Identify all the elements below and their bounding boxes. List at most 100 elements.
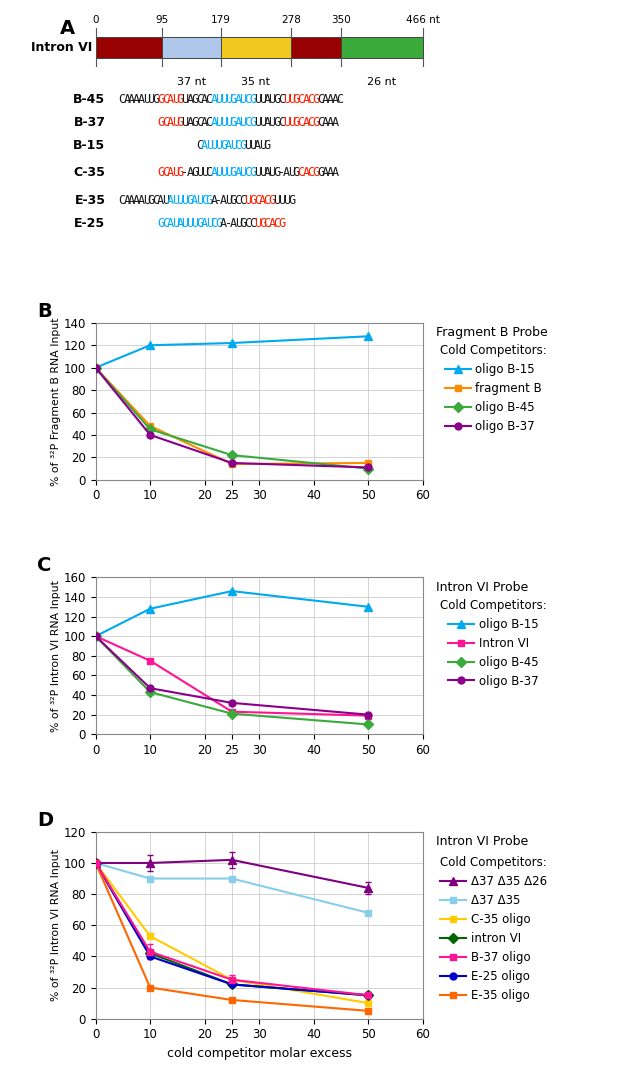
Text: U: U [288,117,295,129]
Text: A: A [186,167,193,180]
Text: G: G [249,194,256,207]
Text: Fragment B Probe: Fragment B Probe [436,326,548,339]
Text: G: G [157,117,164,129]
Text: A: A [220,194,227,207]
Text: U: U [268,93,276,106]
Bar [96,37,423,58]
Text: A: A [201,93,208,106]
Text: U: U [283,117,290,129]
Text: U: U [215,139,223,152]
Text: U: U [172,117,179,129]
Text: C: C [244,117,252,129]
Legend: Δ37 Δ35 Δ26, Δ37 Δ35, C-35 oligo, intron VI, B-37 oligo, E-25 oligo, E-35 oligo: Δ37 Δ35 Δ26, Δ37 Δ35, C-35 oligo, intron… [440,856,547,1002]
Text: C: C [37,556,51,576]
Text: A: A [167,117,174,129]
Text: E-25: E-25 [74,216,106,230]
Text: G: G [259,216,266,230]
Text: A: A [186,93,193,106]
Text: A: A [128,194,135,207]
Text: C: C [201,194,208,207]
Text: C: C [244,216,252,230]
Text: C: C [297,93,305,106]
Text: G: G [312,117,319,129]
Text: A: A [210,167,218,180]
Text: D: D [37,811,53,829]
Text: A: A [201,216,208,230]
Text: U: U [191,216,198,230]
Text: A: A [60,19,75,39]
Text: G: G [152,93,160,106]
Text: G: G [273,167,281,180]
Text: G: G [157,93,164,106]
Text: A: A [186,117,193,129]
Text: U: U [254,117,261,129]
Text: U: U [249,139,256,152]
Text: C: C [205,117,213,129]
Text: 35 nt: 35 nt [241,77,270,87]
Text: A: A [331,117,339,129]
Text: Intron VI: Intron VI [31,41,93,54]
Text: A: A [176,216,184,230]
Text: B-37: B-37 [73,117,106,129]
Text: C: C [239,194,247,207]
Text: U: U [259,117,266,129]
Text: A: A [302,93,310,106]
Text: G: G [157,167,164,180]
Text: G: G [186,194,193,207]
Text: G: G [292,117,300,129]
Text: U: U [162,194,169,207]
Text: -: - [181,167,189,180]
Text: A: A [331,167,339,180]
Text: 26 nt: 26 nt [367,77,397,87]
Text: 179: 179 [211,15,231,26]
Text: U: U [259,93,266,106]
Text: C: C [297,117,305,129]
Text: G: G [220,139,227,152]
Text: C: C [205,93,213,106]
Text: A: A [128,93,135,106]
Text: U: U [273,194,281,207]
Text: A: A [263,167,271,180]
Text: A: A [230,216,237,230]
Text: G: G [273,117,281,129]
Text: A: A [283,167,290,180]
Text: G: G [230,167,237,180]
Text: A: A [157,194,164,207]
Text: U: U [254,93,261,106]
Text: A: A [123,93,130,106]
Text: A: A [138,194,145,207]
Text: U: U [254,167,261,180]
Text: G: G [263,139,271,152]
Text: A: A [234,93,242,106]
Text: U: U [244,139,252,152]
Text: A: A [167,167,174,180]
Text: A: A [138,93,145,106]
Text: A: A [210,194,218,207]
Text: C: C [234,139,242,152]
Text: U: U [196,194,203,207]
Text: G: G [157,216,164,230]
Y-axis label: % of ³²P Fragment B RNA Input: % of ³²P Fragment B RNA Input [51,317,60,486]
Text: U: U [254,216,261,230]
Text: A: A [167,194,174,207]
Text: Intron VI Probe: Intron VI Probe [436,835,529,849]
Text: A: A [234,167,242,180]
Text: C-35: C-35 [73,167,106,180]
Text: G: G [239,139,247,152]
Text: C: C [210,216,218,230]
Text: G: G [176,93,184,106]
Text: G: G [312,93,319,106]
Text: G: G [278,216,285,230]
Text: U: U [288,93,295,106]
Text: G: G [249,117,256,129]
Text: C: C [162,216,169,230]
Y-axis label: % of ³²P Intron VI RNA Input: % of ³²P Intron VI RNA Input [51,850,60,1002]
Text: G: G [215,216,223,230]
Bar [341,37,423,58]
Text: U: U [176,194,184,207]
Text: U: U [215,167,223,180]
Text: U: U [220,93,227,106]
Text: U: U [283,194,290,207]
Text: C: C [205,167,213,180]
Text: U: U [181,117,189,129]
